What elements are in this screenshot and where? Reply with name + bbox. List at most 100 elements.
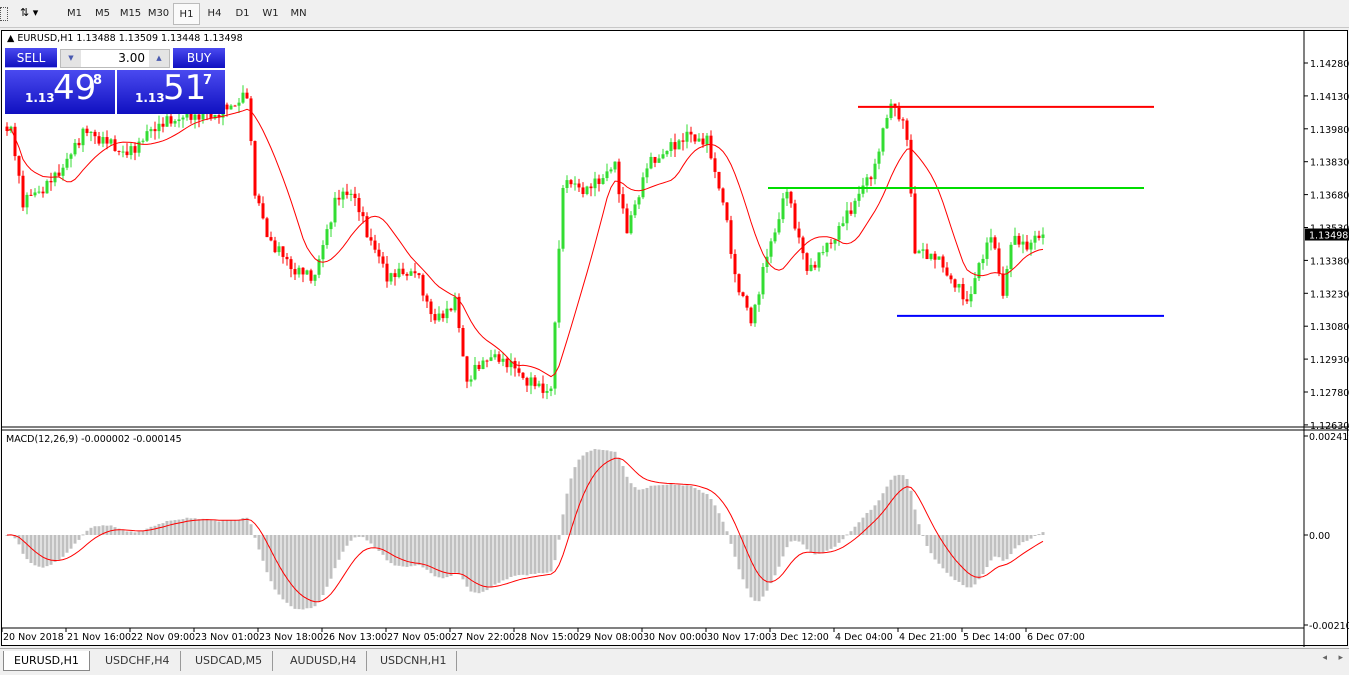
timeframe-w1[interactable]: W1 [262,8,279,19]
timeframe-m5[interactable]: M5 [95,8,110,19]
price-tick-label: 1.14130 [1310,92,1349,103]
macd-histogram-bar [445,535,449,578]
date-label: 29 Nov 08:00 [579,632,643,643]
chart-canvas[interactable]: 1.142801.141301.139801.138301.136801.135… [2,31,1349,647]
macd-histogram-bar [237,519,241,535]
crosshair-icon[interactable] [0,7,8,21]
timeframe-m1[interactable]: M1 [67,8,82,19]
scroll-right-icon[interactable]: ▸ [1338,653,1343,663]
candle-body [165,116,169,127]
candle-body [109,139,113,144]
macd-histogram-bar [481,535,485,592]
candle-body [961,284,965,300]
candle-body [809,264,813,271]
candle-body [269,237,273,241]
timeframe-m15[interactable]: M15 [119,8,142,19]
timeframe-d1[interactable]: D1 [235,8,250,19]
buy-price[interactable]: 1.13 51 7 [117,68,225,114]
macd-histogram-bar [13,535,17,539]
macd-histogram-bar [317,535,321,602]
lot-stepper[interactable]: ▼ 3.00 ▲ [60,49,170,68]
lot-increase-button[interactable]: ▲ [149,50,169,67]
chart-tab[interactable]: USDCNH,H1 [370,651,458,671]
macd-histogram-bar [885,486,889,535]
timeframe-h1[interactable]: H1 [173,3,200,25]
sell-button[interactable]: SELL [5,48,57,68]
sell-price[interactable]: 1.13 49 8 [5,68,115,114]
candle-body [981,258,985,264]
macd-histogram-bar [313,535,317,607]
chart-tab[interactable]: USDCAD,M5 [185,651,274,671]
candle-body [145,131,149,141]
macd-histogram-bar [269,535,273,582]
buy-button[interactable]: BUY [173,48,225,68]
candle-body [761,266,765,295]
candle-body [865,177,869,186]
macd-histogram-bar [181,519,185,535]
line-tools-dropdown[interactable]: ⇅ ▾ [20,6,39,19]
candle-body [193,114,197,120]
candle-body [389,273,393,282]
candle-body [509,361,513,368]
candle-body [881,128,885,152]
chart-tab[interactable]: EURUSD,H1 [3,651,90,671]
macd-histogram-bar [569,478,573,535]
macd-histogram-bar [189,518,193,535]
candle-body [617,161,621,195]
timeframe-mn[interactable]: MN [290,8,307,19]
macd-histogram-bar [1021,535,1025,543]
chart-tab[interactable]: USDCHF,H4 [95,651,181,671]
candle-body [445,308,449,319]
candle-body [529,377,533,386]
macd-histogram-bar [33,535,37,566]
candle-body [861,185,865,194]
macd-histogram-bar [985,535,989,568]
macd-histogram-bar [805,535,809,550]
candle-body [805,253,809,271]
macd-histogram-bar [769,535,773,584]
candle-body [921,249,925,251]
candle-body [289,259,293,270]
macd-histogram-bar [997,535,1001,558]
price-tick-label: 1.13080 [1310,322,1349,333]
timeframe-m30[interactable]: M30 [147,8,170,19]
candle-body [565,180,569,188]
macd-histogram-bar [433,535,437,577]
scroll-left-icon[interactable]: ◂ [1322,653,1327,663]
lot-value[interactable]: 3.00 [118,51,145,65]
candle-body [421,275,425,296]
date-label: 4 Dec 21:00 [899,632,957,643]
candle-body [409,271,413,276]
macd-histogram-bar [989,535,993,561]
lot-decrease-button[interactable]: ▼ [61,50,81,67]
candle-body [77,142,81,146]
timeframe-h4[interactable]: H4 [207,8,222,19]
macd-histogram-bar [121,529,125,535]
macd-histogram-bar [733,535,737,557]
candle-body [681,140,685,142]
candle-body [273,240,277,253]
macd-histogram-bar [937,535,941,564]
moving-average-line [6,108,1044,378]
candle-body [365,216,369,238]
macd-histogram-bar [541,535,545,574]
date-label: 6 Dec 07:00 [1027,632,1085,643]
chart-tab[interactable]: AUDUSD,H4 [280,651,368,671]
candle-body [125,151,129,156]
macd-histogram-bar [893,475,897,535]
candle-body [821,252,825,254]
macd-histogram-bar [409,535,413,567]
macd-histogram-bar [429,535,433,574]
macd-histogram-bar [57,535,61,560]
macd-histogram-bar [713,505,717,535]
candle-body [481,360,485,370]
candle-body [633,204,637,216]
macd-histogram-bar [49,535,53,565]
chart-window[interactable]: 1.142801.141301.139801.138301.136801.135… [1,30,1349,647]
candle-body [937,256,941,260]
candle-body [501,358,505,362]
candle-body [117,150,121,152]
macd-histogram-bar [669,483,673,535]
candle-body [553,322,557,389]
macd-histogram-bar [761,535,765,597]
